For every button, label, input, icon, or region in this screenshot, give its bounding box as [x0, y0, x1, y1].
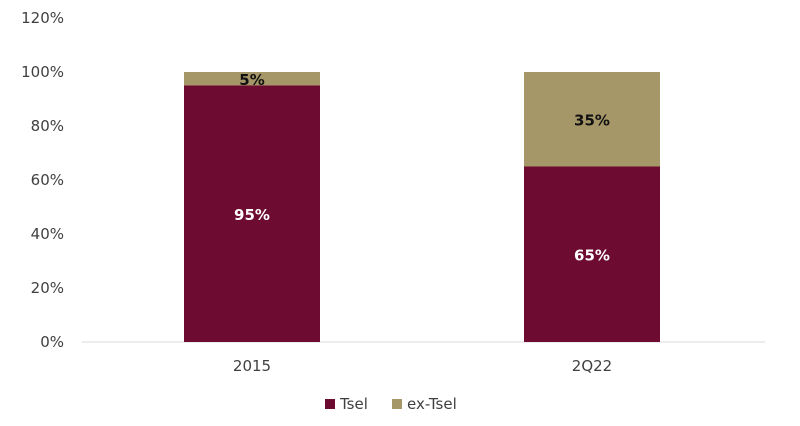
- x-axis-labels: 2015 2Q22: [233, 357, 612, 375]
- y-tick-label: 60%: [31, 171, 64, 189]
- data-label: 5%: [239, 71, 264, 89]
- x-tick-label: 2015: [233, 357, 271, 375]
- legend: Tsel ex-Tsel: [325, 395, 457, 413]
- bar-tsel-2q22: [524, 166, 660, 342]
- legend-swatch: [392, 399, 402, 409]
- bar-tsel-2015: [184, 85, 320, 342]
- data-label: 95%: [234, 206, 270, 224]
- y-tick-label: 120%: [21, 9, 64, 27]
- y-tick-label: 80%: [31, 117, 64, 135]
- data-label: 35%: [574, 111, 610, 129]
- x-tick-label: 2Q22: [572, 357, 612, 375]
- y-tick-label: 0%: [40, 333, 64, 351]
- y-tick-label: 40%: [31, 225, 64, 243]
- y-tick-label: 20%: [31, 279, 64, 297]
- legend-label: Tsel: [339, 395, 368, 413]
- bars: 95% 5% 65% 35%: [184, 71, 660, 342]
- legend-label: ex-Tsel: [407, 395, 457, 413]
- bar-ex-tsel-2015: [184, 72, 320, 86]
- bar-ex-tsel-2q22: [524, 72, 660, 167]
- y-axis: 0% 20% 40% 60% 80% 100% 120%: [21, 9, 64, 351]
- y-tick-label: 100%: [21, 63, 64, 81]
- data-label: 65%: [574, 246, 610, 264]
- legend-swatch: [325, 399, 335, 409]
